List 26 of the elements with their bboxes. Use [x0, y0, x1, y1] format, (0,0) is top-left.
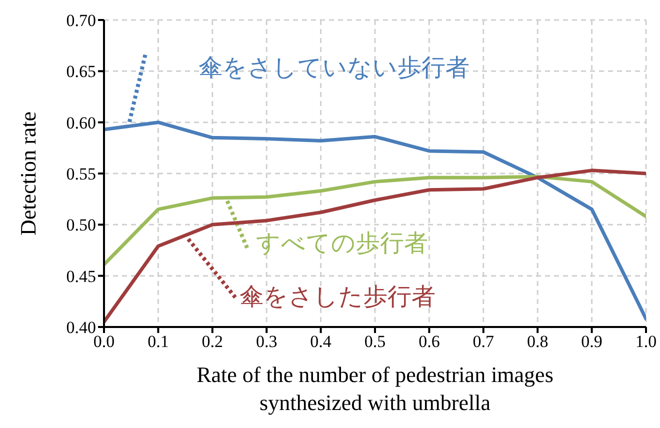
x-tick-label: 0.6	[418, 332, 440, 352]
x-tick-label: 0.9	[581, 332, 602, 352]
series-label: すべての歩行者	[256, 230, 428, 257]
y-tick-label: 0.70	[66, 11, 96, 30]
y-tick-label: 0.60	[66, 113, 96, 132]
x-tick-label: 1.0	[635, 332, 657, 352]
x-tick-label: 0.0	[93, 332, 115, 352]
text: 傘をさしていない歩行者	[198, 55, 470, 82]
y-tick-label: 0.50	[66, 216, 96, 235]
y-tick-label: 0.45	[66, 266, 96, 286]
x-tick-label: 0.1	[148, 332, 169, 352]
line-series	[104, 120, 646, 321]
line-series	[104, 168, 646, 324]
x-tick-label: 0.3	[256, 332, 278, 352]
y-tick-label: 0.40	[66, 318, 96, 338]
line-series	[104, 174, 646, 266]
y-axis-title: Detection rate	[16, 112, 40, 236]
y-tick-label: 0.55	[66, 164, 96, 184]
x-tick-label: 0.8	[526, 332, 548, 352]
x-tick-label: 0.2	[202, 332, 224, 352]
x-tick-label: 0.5	[364, 332, 386, 352]
x-axis-title: Rate of the number of pedestrian images synthesized with umbrella	[196, 362, 554, 415]
y-tick-label: 0.65	[66, 62, 96, 82]
text: 傘をさした歩行者	[239, 284, 436, 310]
x-tick-label: 0.7	[472, 332, 495, 352]
x-tick-label: 0.4	[310, 332, 332, 352]
